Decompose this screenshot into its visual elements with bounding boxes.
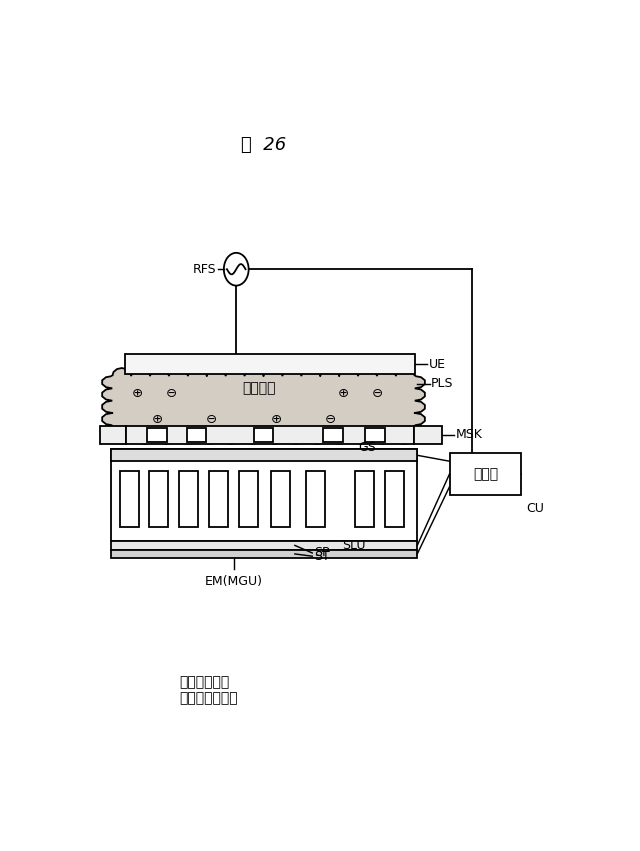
Text: ⊖: ⊖ (325, 414, 336, 426)
Bar (323, 428, 343, 442)
Text: ⊖: ⊖ (206, 414, 217, 426)
Text: 図  26: 図 26 (241, 135, 286, 154)
Text: ⊕: ⊕ (337, 387, 348, 400)
Text: SLU: SLU (342, 539, 365, 551)
Text: EM(MGU): EM(MGU) (205, 574, 262, 587)
Text: プラズマ：オン: プラズマ：オン (179, 691, 238, 705)
Text: UE: UE (429, 357, 445, 371)
Bar (111, 541, 417, 550)
Text: SP: SP (314, 546, 329, 559)
Bar (271, 471, 290, 527)
Bar (414, 426, 442, 444)
Text: ⊕: ⊕ (270, 414, 282, 426)
Text: CU: CU (527, 502, 544, 515)
Bar (449, 453, 522, 495)
Bar (385, 471, 404, 527)
Text: 制御部: 制御部 (473, 467, 498, 481)
Bar (125, 354, 415, 374)
Bar (239, 471, 257, 527)
Bar (187, 428, 207, 442)
Text: ⊕: ⊕ (131, 387, 143, 400)
Bar (253, 428, 273, 442)
Text: RFS: RFS (193, 263, 216, 276)
Text: MSK: MSK (456, 429, 483, 442)
Bar (150, 471, 168, 527)
Text: 電磁石：オフ: 電磁石：オフ (179, 675, 230, 689)
Bar (365, 428, 385, 442)
Bar (120, 471, 138, 527)
Bar (147, 428, 167, 442)
Bar (355, 471, 374, 527)
Bar (111, 550, 417, 558)
Bar (179, 471, 198, 527)
Bar (111, 449, 417, 461)
Text: PLS: PLS (431, 377, 454, 391)
Bar (306, 471, 324, 527)
Text: ⊖: ⊖ (166, 387, 177, 400)
Text: プラズマ: プラズマ (242, 381, 275, 396)
Text: GS: GS (358, 441, 376, 454)
Text: ⊕: ⊕ (151, 414, 163, 426)
Bar (209, 471, 228, 527)
Polygon shape (102, 368, 425, 443)
Text: ST: ST (314, 550, 330, 563)
Bar (125, 426, 414, 444)
Bar (111, 449, 417, 541)
Bar (100, 426, 125, 444)
Text: ⊖: ⊖ (372, 387, 383, 400)
